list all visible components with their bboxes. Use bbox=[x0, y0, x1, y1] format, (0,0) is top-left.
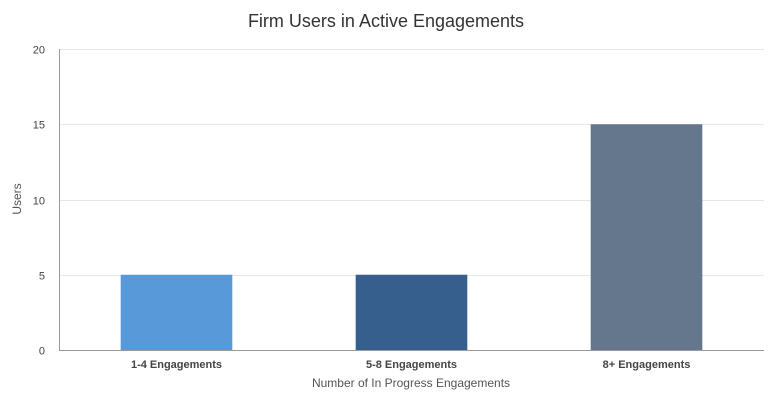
chart-title: Firm Users in Active Engagements bbox=[248, 11, 524, 31]
y-tick-label: 10 bbox=[33, 196, 45, 208]
bar-3[interactable] bbox=[590, 124, 703, 350]
x-axis-label: Number of In Progress Engagements bbox=[312, 376, 510, 390]
y-axis-label: Users bbox=[10, 183, 24, 214]
y-tick-label: 5 bbox=[39, 271, 45, 283]
bars bbox=[120, 124, 703, 350]
bar-1[interactable] bbox=[120, 274, 233, 350]
x-tick-label: 1-4 Engagements bbox=[131, 359, 222, 371]
y-tick-labels: 0 5 10 15 20 bbox=[33, 45, 45, 358]
x-tick-label: 5-8 Engagements bbox=[366, 359, 457, 371]
y-tick-label: 20 bbox=[33, 45, 45, 57]
y-tick-label: 0 bbox=[39, 346, 45, 358]
x-tick-labels: 1-4 Engagements 5-8 Engagements 8+ Engagem… bbox=[131, 359, 690, 371]
x-tick-label: 8+ Engagements bbox=[603, 359, 691, 371]
y-tick-label: 15 bbox=[33, 120, 45, 132]
bar-2[interactable] bbox=[355, 274, 468, 350]
